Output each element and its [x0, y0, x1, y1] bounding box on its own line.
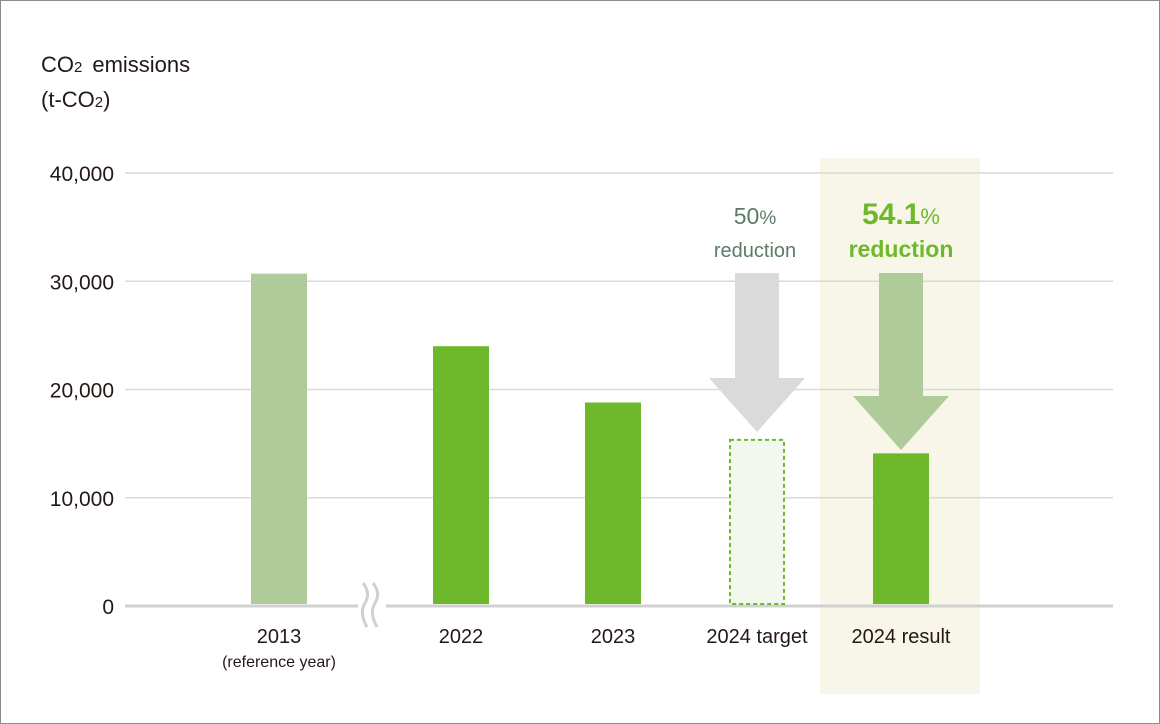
- y-tick-label: 30,000: [50, 271, 114, 294]
- result-reduction-label: reduction: [849, 236, 954, 262]
- x-tick-label: 2024 result: [852, 626, 951, 648]
- x-tick-label: 2023: [591, 626, 636, 648]
- target-reduction-percent: 50%: [734, 203, 777, 229]
- x-tick-label: 2024 target: [706, 626, 808, 648]
- y-tick-label: 0: [102, 596, 114, 619]
- result-reduction-percent: 54.1%: [862, 198, 940, 231]
- y-tick-label: 10,000: [50, 488, 114, 511]
- y-tick-label: 20,000: [50, 380, 114, 403]
- bar-2023: [585, 402, 641, 604]
- y-axis-title-line1: CO2 emissions: [41, 52, 190, 77]
- target-reduction-label: reduction: [714, 240, 796, 262]
- y-tick-label: 40,000: [50, 163, 114, 186]
- axis-break-mark: [358, 577, 386, 629]
- bar-2024-target: [729, 438, 785, 605]
- bar-2013: [251, 273, 307, 604]
- y-axis-title-line2: (t-CO2): [41, 87, 110, 112]
- target-reduction-arrow: [709, 273, 805, 432]
- result-reduction-arrow: [853, 273, 949, 450]
- bar-2024-result: [873, 453, 929, 604]
- x-tick-label: 2022: [439, 626, 484, 648]
- bar-2022: [433, 346, 489, 604]
- x-tick-label: 2013: [257, 626, 302, 648]
- x-tick-sublabel: (reference year): [222, 654, 336, 671]
